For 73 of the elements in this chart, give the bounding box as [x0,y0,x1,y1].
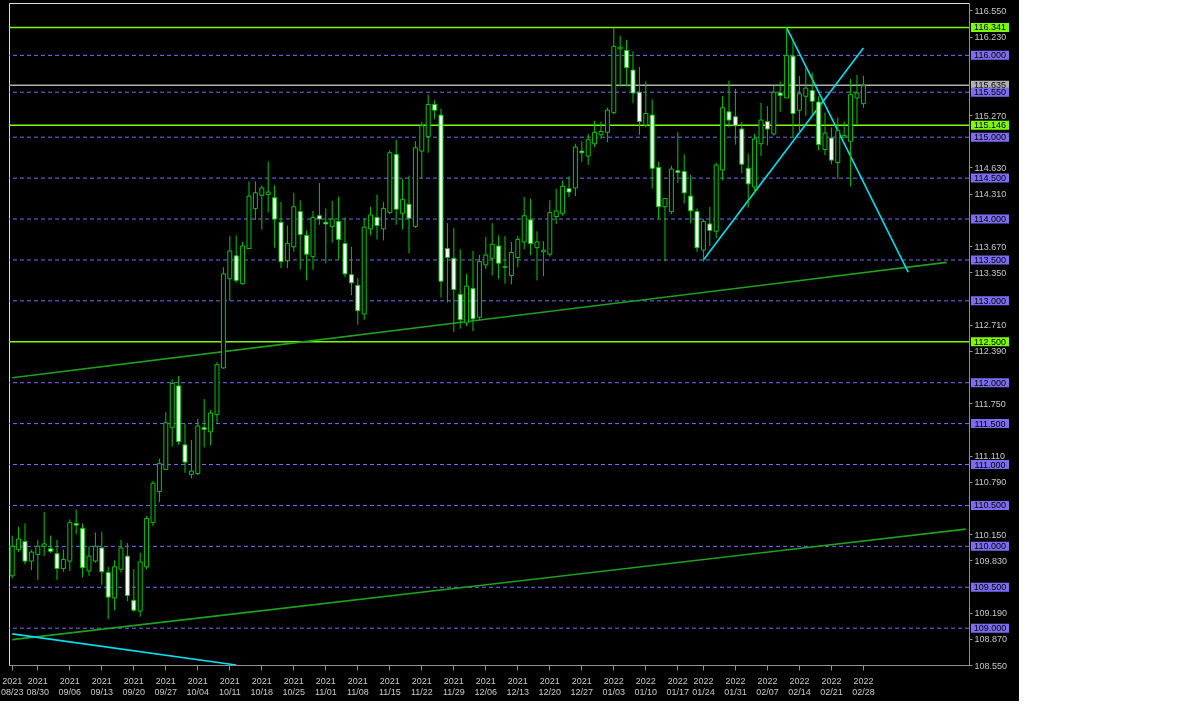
y-tick-label: 111.110 [974,451,1006,462]
candlestick [323,207,329,264]
candlestick [41,511,47,557]
ref-line-label: 114.500 [974,173,1006,184]
y-tick-label: 115.270 [974,110,1007,121]
y-tick-label: 116.230 [974,32,1007,43]
x-tick-label: 2022 01/31 [724,675,747,697]
x-tick-label: 2021 11/29 [442,675,465,697]
x-tick-label: 2022 02/28 [852,675,875,697]
x-tick-label: 2022 02/07 [756,675,779,697]
y-tick-label: 112.710 [974,320,1007,331]
x-tick-label: 2021 10/11 [218,675,241,697]
x-tick-label: 2021 10/18 [250,675,274,697]
ref-line-label: 115.000 [974,132,1006,143]
x-tick-label: 2021 11/08 [346,675,369,697]
ref-line-label: 116.341 [974,22,1006,33]
x-tick-label: 2021 09/13 [90,675,114,697]
ref-line-label: 112.500 [974,336,1006,347]
x-tick-label: 2021 11/15 [378,675,401,697]
y-tick-label: 108.550 [974,660,1008,671]
y-tick-label: 114.310 [974,189,1007,200]
ref-line-label: 112.000 [974,377,1006,388]
candlestick [272,184,278,249]
x-tick-label: 2022 01/03 [602,675,626,697]
x-tick-label: 2021 12/20 [538,675,562,697]
x-tick-label: 2021 10/04 [186,675,210,697]
candlestick [73,509,79,535]
candlestick [297,199,303,271]
x-tick-label: 2021 09/20 [122,675,146,697]
y-tick-label: 110.150 [974,529,1007,540]
candlestick [624,39,630,87]
ref-line-label: 115.146 [974,120,1006,131]
x-tick-label: 2021 11/22 [410,675,433,697]
ref-line-label: 110.500 [974,500,1006,511]
y-tick-label: 109.830 [974,555,1008,566]
ref-line-label: 111.500 [974,418,1006,429]
ref-line-label: 113.500 [974,254,1006,265]
x-tick-label: 2022 02/14 [788,675,811,697]
candlestick [688,174,694,224]
x-tick-label: 2021 10/25 [282,675,306,697]
x-tick-label: 2022 01/10 [634,675,658,697]
candlestick [681,153,687,204]
x-tick-label: 2021 11/01 [314,675,337,697]
y-tick-label: 116.550 [974,5,1007,16]
ref-line-label: 111.000 [974,459,1006,470]
x-tick-label: 2021 12/13 [506,675,530,697]
candlestick [182,423,188,474]
x-tick-label: 2021 08/30 [26,675,50,697]
y-tick-label: 114.630 [974,162,1007,173]
y-tick-label: 108.870 [974,634,1008,645]
x-tick-label: 2022 02/21 [820,675,843,697]
ref-line-label: 115.550 [974,87,1006,98]
x-tick-label: 2022 01/24 [692,675,715,697]
x-tick-label: 2021 12/27 [570,675,594,697]
candlestick [265,161,271,213]
ref-line-label: 109.500 [973,582,1007,593]
x-tick-label: 2021 09/06 [58,675,82,697]
y-tick-label: 113.670 [974,241,1007,252]
candlestick [131,568,137,613]
y-tick-label: 113.350 [974,267,1007,278]
ref-line-label: 113.000 [974,295,1006,306]
y-tick-label: 112.390 [974,346,1007,357]
x-tick-label: 2022 01/17 [666,675,690,697]
ref-line-label: 110.000 [974,541,1006,552]
ref-line-label: 116.000 [974,50,1006,61]
x-tick-label: 2021 08/23 [0,675,24,697]
y-tick-label: 111.750 [974,398,1006,409]
ref-line-label: 109.000 [973,623,1007,634]
x-tick-label: 2021 12/06 [474,675,498,697]
y-tick-label: 109.190 [974,608,1008,619]
y-tick-label: 110.790 [974,477,1007,488]
x-tick-label: 2021 09/27 [154,675,178,697]
ref-line-label: 114.000 [974,214,1006,225]
